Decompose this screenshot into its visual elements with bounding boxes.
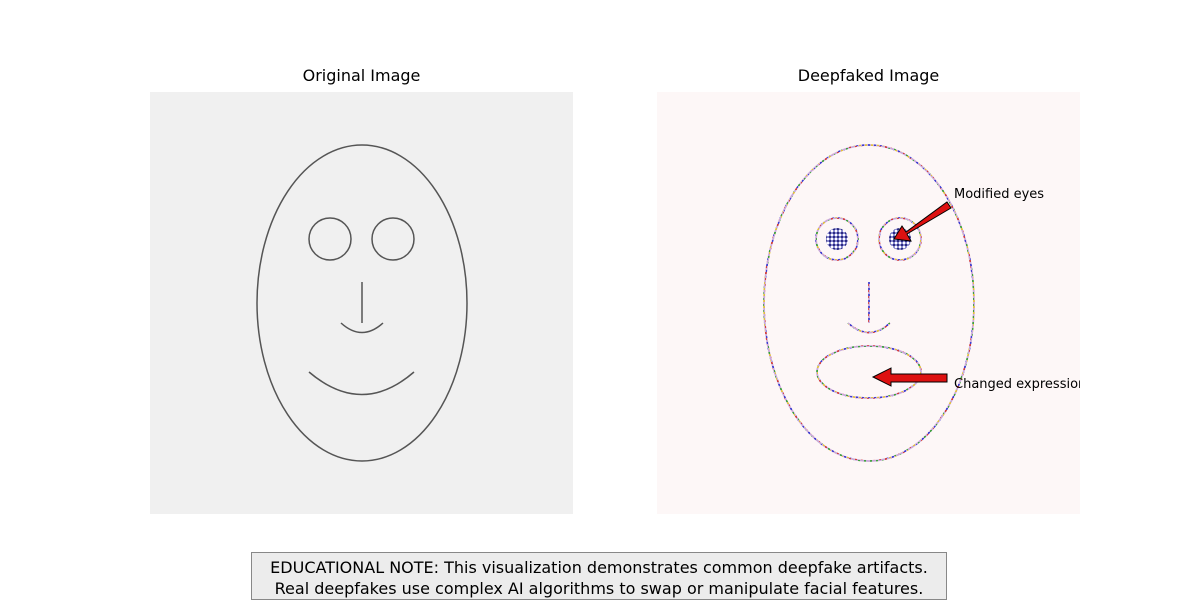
original-image-panel xyxy=(150,92,573,514)
expression-arrow xyxy=(871,367,948,387)
annotation-modified-eyes: Modified eyes xyxy=(954,187,1044,202)
annotation-changed-expression: Changed expression xyxy=(954,377,1080,392)
left-eye xyxy=(308,217,352,261)
right-eye xyxy=(371,217,415,261)
note-line-2: Real deepfakes use complex AI algorithms… xyxy=(274,579,924,598)
original-image-title: Original Image xyxy=(302,66,421,85)
nose-base xyxy=(340,322,384,334)
left-pupil-artifact xyxy=(826,228,848,250)
eyes-arrow xyxy=(893,201,952,242)
face-outline xyxy=(256,144,468,462)
mouth xyxy=(308,371,415,396)
educational-note: EDUCATIONAL NOTE: This visualization dem… xyxy=(251,552,947,600)
nose-base-distorted xyxy=(847,322,891,334)
mouth-distorted xyxy=(816,345,922,399)
face-outline-distorted xyxy=(763,144,975,462)
note-line-1: EDUCATIONAL NOTE: This visualization dem… xyxy=(270,558,928,577)
right-eye-distorted xyxy=(878,217,922,261)
deepfaked-image-title: Deepfaked Image xyxy=(797,66,940,85)
left-eye-distorted xyxy=(815,217,859,261)
deepfaked-image-panel: Modified eyes Changed expression xyxy=(657,92,1080,514)
